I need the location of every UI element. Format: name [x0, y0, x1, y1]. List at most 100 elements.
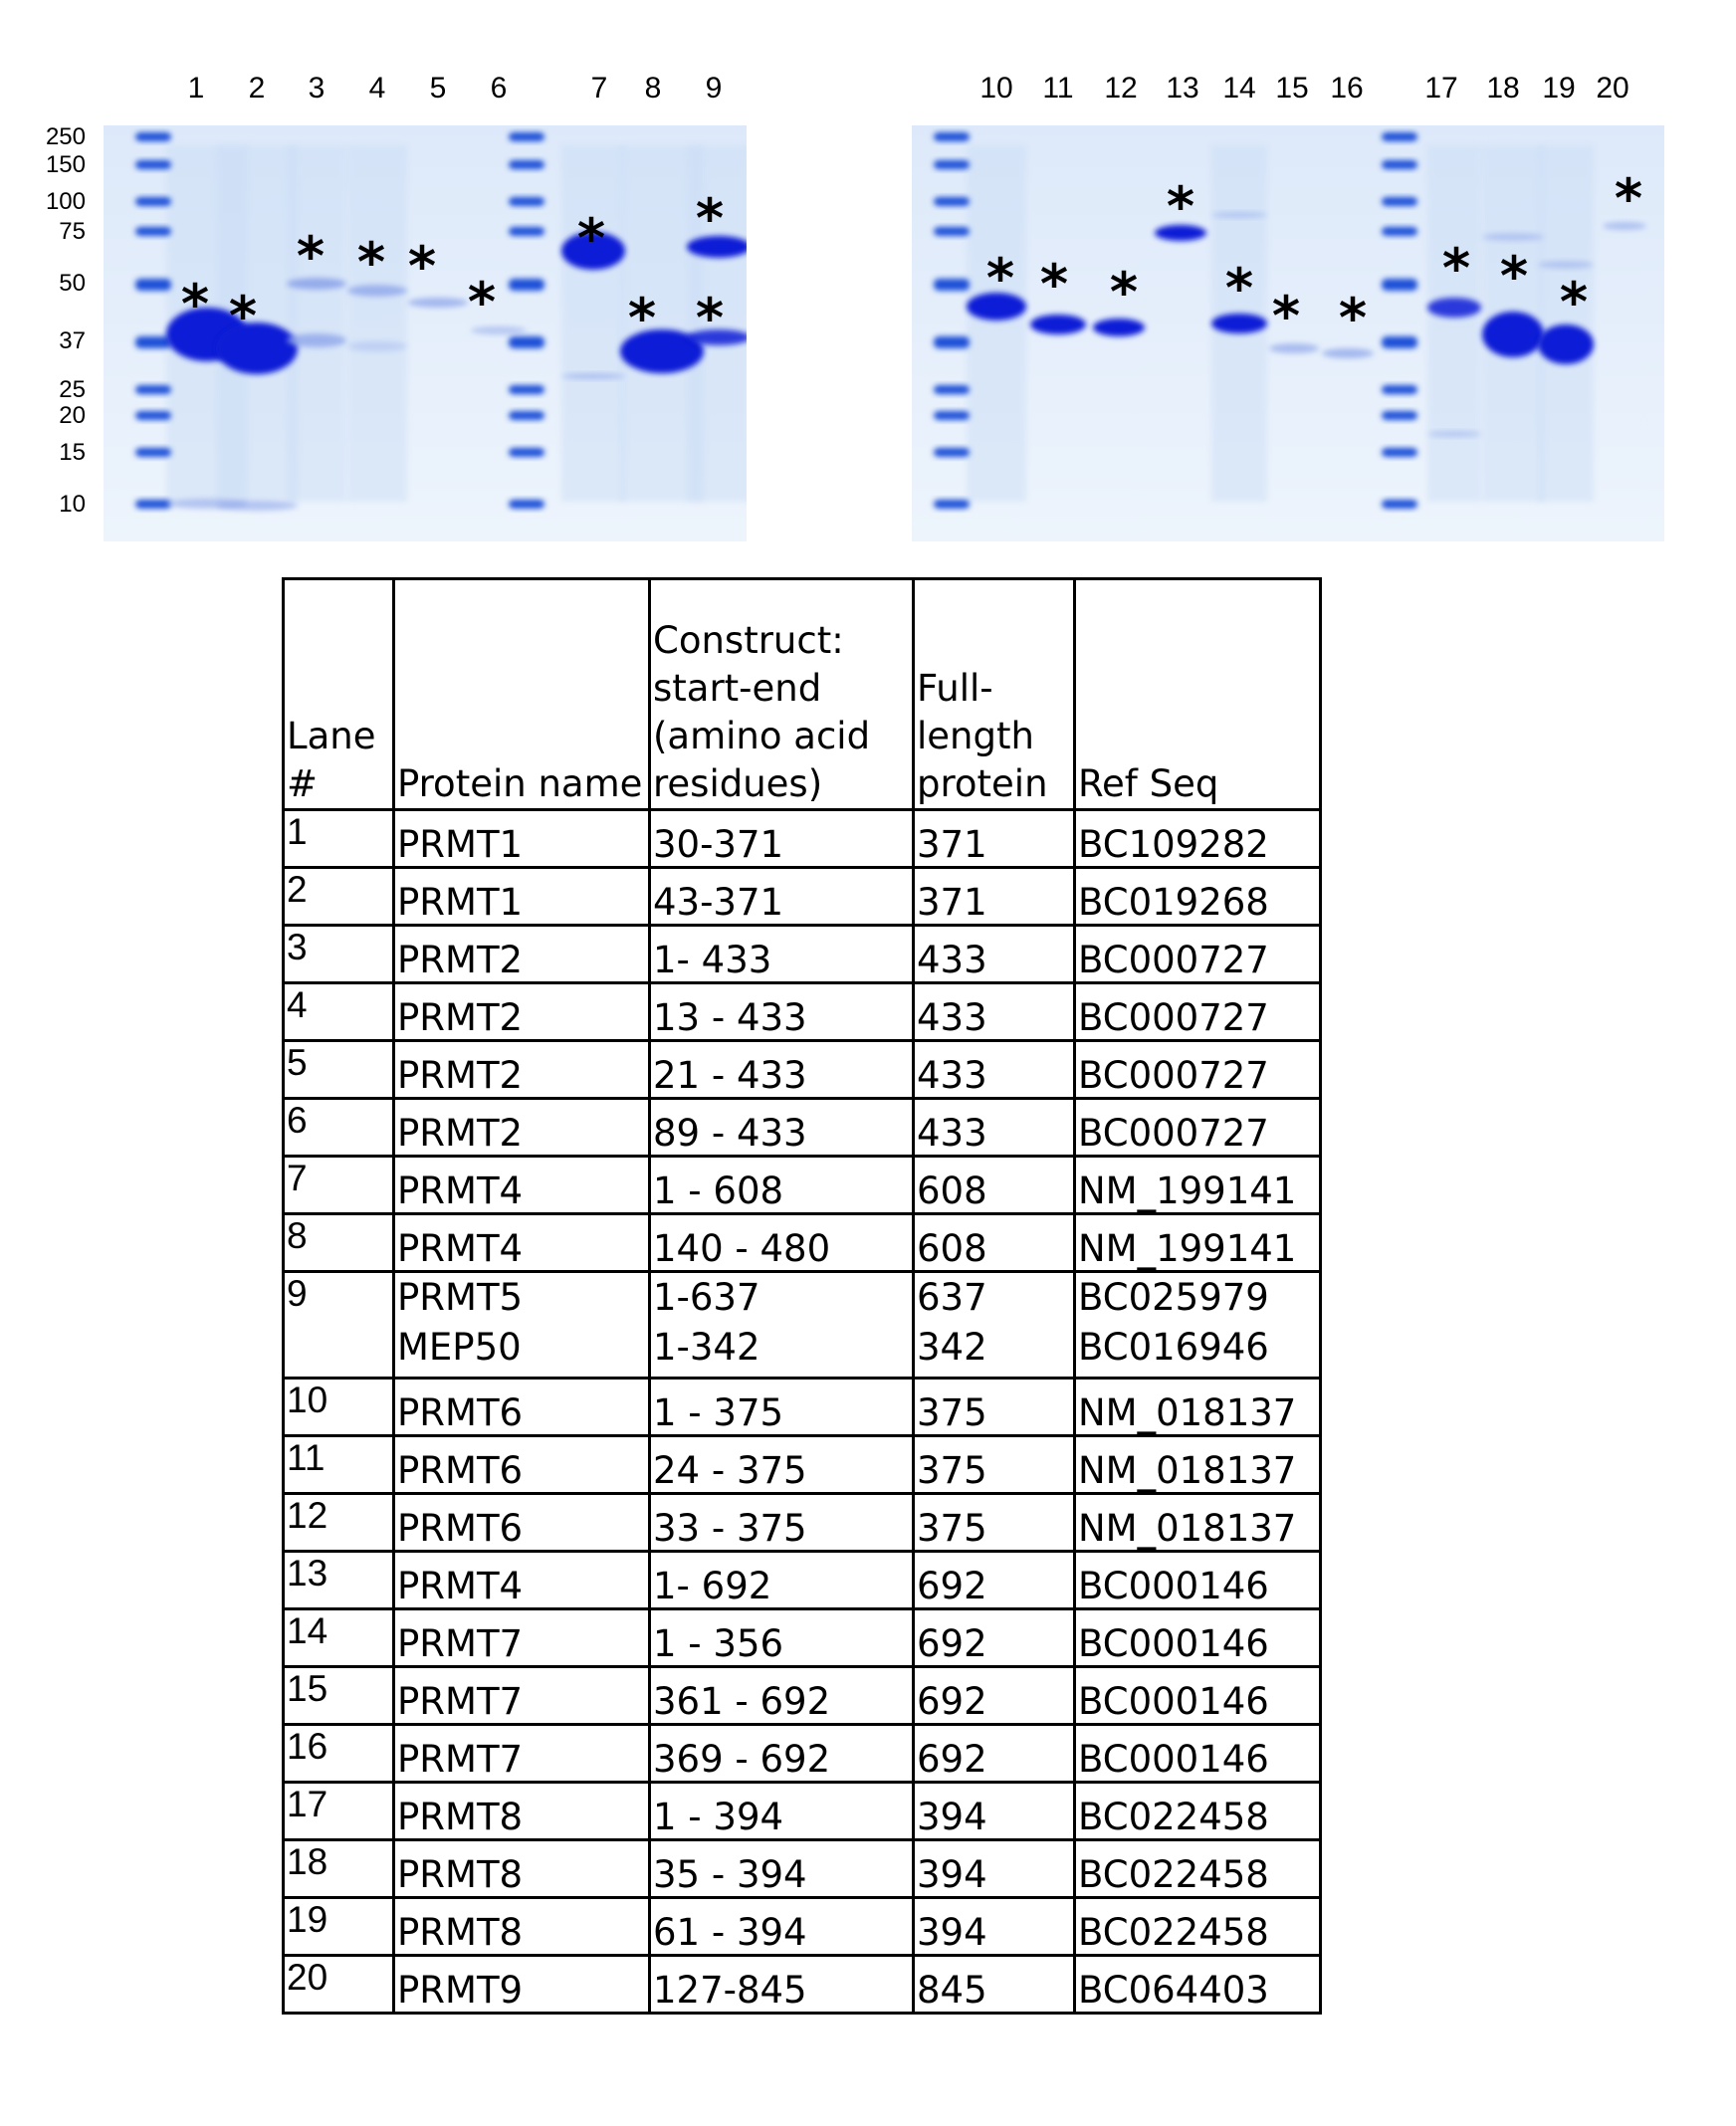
ladder-band: [1382, 385, 1417, 394]
header-line: start-end: [653, 667, 822, 710]
header-line: residues): [653, 762, 823, 805]
cell-ref-seq: BC000146: [1073, 1665, 1322, 1726]
cell-protein: PRMT6: [392, 1492, 651, 1553]
ladder-band: [135, 197, 171, 206]
cell-construct-value: 43-371: [653, 881, 784, 924]
cell-protein: PRMT1: [392, 808, 651, 869]
cell-ref-seq: BC000146: [1073, 1550, 1322, 1610]
lane-label: 2: [248, 72, 266, 105]
ladder-band: [934, 160, 970, 169]
cell-protein: PRMT2: [392, 924, 651, 984]
cell-ref-seq-value: BC022458: [1078, 1911, 1269, 1954]
cell-ref-seq-value: BC022458: [1078, 1796, 1269, 1838]
cell-protein-value: PRMT7: [397, 1622, 524, 1665]
cell-protein: PRMT8: [392, 1838, 651, 1899]
cell-lane: 8: [282, 1212, 395, 1273]
cell-construct-value: 369 - 692: [653, 1738, 831, 1781]
table-body: 1 PRMT1 30-371 371 BC109282 2 PRMT1 43-371 371 BC…: [282, 808, 1322, 2015]
cell-construct-value: 1 - 394: [653, 1796, 784, 1838]
cell-ref-seq-value: NM_199141: [1078, 1169, 1297, 1212]
lane-smear: [347, 145, 407, 502]
cell-lane: 6: [282, 1097, 395, 1158]
cell-construct-value: 21 - 433: [653, 1054, 807, 1097]
cell-construct-value: 1-342: [653, 1326, 760, 1369]
table-row: 7 PRMT4 1 - 608 608 NM_199141: [282, 1155, 1322, 1215]
cell-full-length: 692: [912, 1550, 1076, 1610]
band-star-marker: *: [181, 273, 209, 335]
cell-full-length: 692: [912, 1723, 1076, 1784]
cell-full-length-value: 845: [917, 1969, 987, 2012]
header-line: Lane: [287, 715, 376, 757]
cell-full-length-value: 371: [917, 881, 987, 924]
cell-protein-value: PRMT9: [397, 1969, 524, 2012]
cell-protein-value: PRMT6: [397, 1507, 524, 1550]
cell-protein: PRMT1: [392, 866, 651, 927]
cell-full-length-value: 433: [917, 1112, 987, 1155]
header-ref-seq: Ref Seq: [1073, 577, 1322, 811]
cell-ref-seq-value: BC109282: [1078, 823, 1269, 866]
lane-label: 15: [1275, 72, 1309, 105]
protein-band-main: [1427, 298, 1481, 318]
table-row: 8 PRMT4 140 - 480 608 NM_199141: [282, 1212, 1322, 1273]
left-gel-svg: * * * * * * * * * *: [104, 125, 747, 541]
cell-protein-value: PRMT1: [397, 823, 524, 866]
cell-lane: 2: [282, 866, 395, 927]
table-row: 4 PRMT2 13 - 433 433 BC000727: [282, 981, 1322, 1042]
band-star-marker: *: [1272, 285, 1300, 347]
band-star-marker: *: [577, 207, 605, 270]
cell-ref-seq-value: BC000727: [1078, 1054, 1269, 1097]
lane-label: 10: [979, 72, 1013, 105]
cell-protein: PRMT4: [392, 1155, 651, 1215]
cell-full-length: 433: [912, 981, 1076, 1042]
ladder-band: [1382, 279, 1417, 291]
header-line: Ref Seq: [1078, 762, 1219, 805]
lane-smear: [561, 145, 625, 502]
cell-full-length-value: 371: [917, 823, 987, 866]
cell-construct-value: 89 - 433: [653, 1112, 807, 1155]
cell-full-length-value: 375: [917, 1391, 987, 1434]
cell-protein: PRMT5 MEP50: [392, 1270, 651, 1380]
protein-band-main: [620, 329, 704, 373]
cell-ref-seq: NM_199141: [1073, 1212, 1322, 1273]
cell-full-length: 608: [912, 1212, 1076, 1273]
header-construct: Construct: start-end (amino acid residues): [648, 577, 915, 811]
cell-ref-seq: NM_018137: [1073, 1492, 1322, 1553]
cell-ref-seq: BC000727: [1073, 924, 1322, 984]
lane-label: 16: [1330, 72, 1364, 105]
band-star-marker: *: [1110, 261, 1138, 323]
cell-ref-seq-value: BC000727: [1078, 996, 1269, 1039]
cell-protein: PRMT8: [392, 1781, 651, 1841]
header-line: protein: [917, 762, 1048, 805]
lane-label: 20: [1596, 72, 1629, 105]
ladder-band: [135, 411, 171, 420]
cell-construct: 369 - 692: [648, 1723, 915, 1784]
cell-protein-value: PRMT8: [397, 1853, 524, 1896]
cell-construct: 1 - 356: [648, 1607, 915, 1668]
cell-construct: 21 - 433: [648, 1039, 915, 1100]
cell-protein-value: MEP50: [397, 1326, 522, 1369]
ladder-band: [135, 336, 171, 348]
band-star-marker: *: [297, 225, 325, 288]
cell-protein-value: PRMT4: [397, 1227, 524, 1270]
cell-ref-seq: BC025979 BC016946: [1073, 1270, 1322, 1380]
protein-band-minor: [287, 278, 346, 290]
mw-marker-label: 15: [59, 439, 86, 466]
cell-lane: 4: [282, 981, 395, 1042]
lane-label: 8: [644, 72, 662, 105]
cell-ref-seq: NM_018137: [1073, 1377, 1322, 1437]
cell-ref-seq-value: NM_018137: [1078, 1449, 1297, 1492]
protein-band-main: [1155, 225, 1206, 241]
cell-construct: 30-371: [648, 808, 915, 869]
header-line: #: [287, 762, 319, 805]
cell-ref-seq: BC022458: [1073, 1896, 1322, 1957]
ladder-band: [1382, 411, 1417, 420]
cell-construct-value: 33 - 375: [653, 1507, 807, 1550]
ladder-band: [135, 448, 171, 457]
cell-full-length: 375: [912, 1377, 1076, 1437]
protein-band-minor: [1482, 233, 1544, 241]
cell-construct: 89 - 433: [648, 1097, 915, 1158]
ladder-band: [1382, 160, 1417, 169]
header-protein: Protein name: [392, 577, 651, 811]
protein-band-main: [561, 232, 625, 270]
mw-marker-label: 37: [59, 327, 86, 354]
